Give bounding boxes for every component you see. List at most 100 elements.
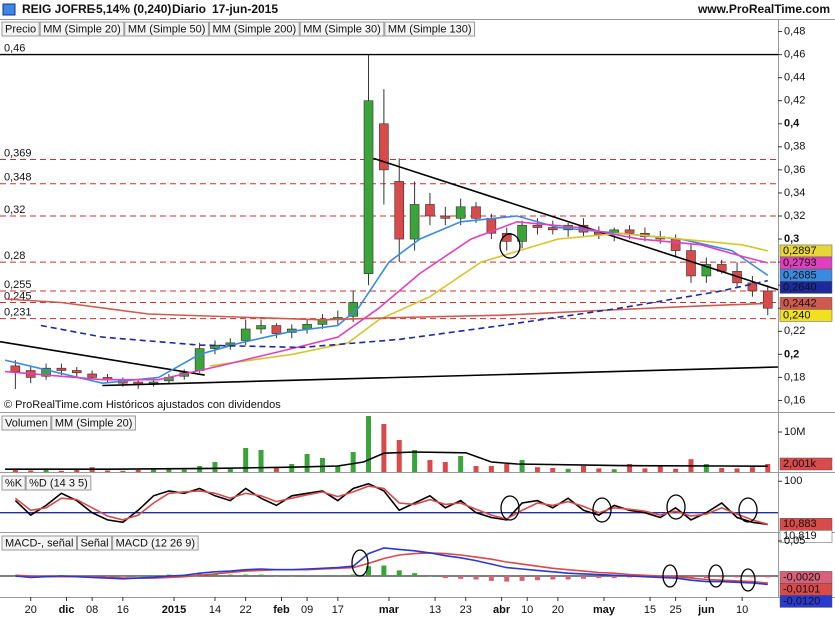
candle-body [747, 282, 758, 292]
bar [335, 575, 341, 576]
value-box-label: -0,0020 [783, 571, 820, 583]
bar [304, 575, 310, 576]
legend-label: Precio [5, 23, 36, 35]
bar [273, 576, 279, 577]
candle-body [440, 215, 451, 219]
candle-body [194, 348, 205, 371]
level-label: 0,255 [4, 279, 32, 291]
annotation-ellipses [351, 233, 758, 592]
x-tick-label: jun [697, 604, 715, 616]
bar [550, 576, 556, 580]
bar [120, 470, 126, 472]
legend-label: %D (14 3 5) [29, 477, 88, 489]
value-box-label: -0,0120 [783, 595, 820, 607]
ellipse [592, 497, 612, 523]
candle-body [409, 204, 420, 240]
value-box-label: 0,2685 [783, 269, 817, 281]
bar [488, 466, 494, 472]
legend-label: Volumen [5, 417, 48, 429]
x-tick-label: may [593, 604, 616, 616]
date: 17-jun-2015 [212, 2, 278, 16]
bar [12, 469, 18, 472]
x-tick-label: 20 [552, 604, 564, 616]
candle-body [87, 373, 97, 378]
y-tick-label: 0,46 [784, 48, 805, 60]
y-tick-label: 0,32 [784, 210, 805, 222]
value-box [779, 281, 833, 294]
value-box [779, 256, 833, 270]
ellipse [662, 564, 678, 588]
x-tick-label: 25 [670, 604, 682, 616]
y-tick-label: 0,3 [784, 233, 799, 245]
footnote: © ProRealTime.com Históricos ajustados c… [4, 399, 281, 411]
bar [212, 573, 218, 576]
candle-body [532, 224, 543, 228]
series-line [5, 220, 768, 381]
bar [442, 576, 448, 579]
bar [28, 470, 34, 472]
bar [611, 576, 617, 579]
bar [657, 466, 663, 472]
bar [135, 576, 141, 577]
bar [611, 469, 617, 472]
bar [749, 467, 755, 472]
bar [488, 576, 494, 581]
bar [319, 575, 325, 576]
bar [719, 576, 725, 578]
legend-label: Señal [80, 537, 108, 549]
y-tick-label: 100 [784, 475, 802, 487]
value-box-label: 2,001k [783, 458, 817, 470]
bar [504, 464, 510, 472]
value-box [779, 530, 833, 543]
bar [734, 468, 740, 472]
bar [151, 469, 157, 472]
source: www.ProRealTime.com [697, 2, 830, 16]
bar [43, 468, 49, 472]
series-line [5, 451, 768, 470]
bar [519, 576, 525, 581]
bar [335, 466, 341, 472]
level-label: 0,46 [4, 42, 25, 54]
value-box [779, 595, 833, 608]
legend-box [299, 21, 385, 37]
x-tick-label: 20 [25, 604, 37, 616]
bar [120, 576, 126, 577]
bar [473, 466, 479, 472]
bar [442, 462, 448, 472]
bar [258, 450, 264, 472]
bar [688, 576, 694, 579]
bar [565, 576, 571, 580]
bar [427, 460, 433, 472]
bar [273, 467, 279, 472]
x-tick-label: 16 [117, 604, 129, 616]
bar [289, 576, 295, 577]
bar [350, 452, 356, 472]
legend-box [25, 475, 92, 491]
legend-box [384, 21, 476, 37]
legend-box [124, 21, 209, 37]
bar [181, 469, 187, 472]
x-tick-label: 13 [429, 604, 441, 616]
bar [135, 470, 141, 472]
candle-body [10, 365, 21, 372]
y-tick-label: 0,05 [784, 535, 805, 547]
level-label: 0,369 [4, 147, 32, 159]
value-box-label: -0,0101 [783, 583, 820, 595]
bar [765, 576, 771, 578]
bar [396, 570, 402, 576]
value-box-label: 0,2897 [783, 245, 817, 257]
bar [534, 576, 540, 581]
y-tick-label: 0,22 [784, 325, 805, 337]
ellipse [666, 494, 686, 520]
value-box [779, 309, 833, 322]
bar [642, 468, 648, 472]
x-tick-label: abr [493, 604, 511, 616]
x-tick-label: 2015 [162, 604, 186, 616]
candle-body [56, 367, 67, 371]
bar [243, 574, 249, 576]
bar [412, 573, 418, 576]
value-box-label: 0,2793 [783, 257, 817, 269]
y-tick-label: 0,34 [784, 187, 805, 199]
y-tick-label: 0,16 [784, 394, 805, 406]
